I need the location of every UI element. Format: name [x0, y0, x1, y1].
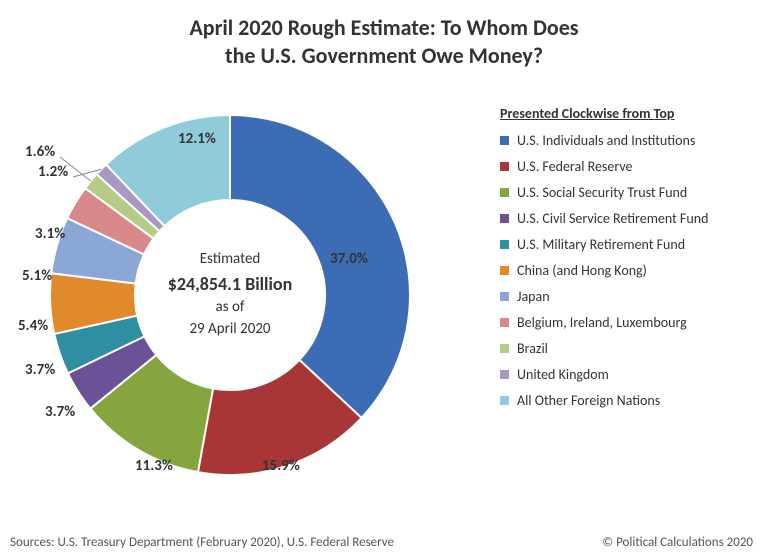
legend-label: Brazil — [517, 340, 548, 357]
legend-item: U.S. Federal Reserve — [500, 158, 750, 175]
chart-title: April 2020 Rough Estimate: To Whom Does … — [0, 0, 768, 69]
copyright-text: © Political Calculations 2020 — [602, 535, 753, 550]
slice-pct-label: 1.6% — [25, 143, 55, 161]
legend-label: U.S. Social Security Trust Fund — [517, 184, 687, 201]
legend-label: U.S. Civil Service Retirement Fund — [517, 210, 708, 227]
legend-label: U.S. Individuals and Institutions — [517, 132, 695, 149]
legend-label: U.S. Federal Reserve — [517, 158, 633, 175]
legend-label: Japan — [517, 288, 550, 305]
legend-item: China (and Hong Kong) — [500, 262, 750, 279]
legend-swatch — [500, 188, 509, 197]
legend-label: China (and Hong Kong) — [517, 262, 647, 279]
slice-pct-label: 5.4% — [18, 317, 48, 335]
legend-swatch — [500, 266, 509, 275]
legend-item: All Other Foreign Nations — [500, 392, 750, 409]
slice-pct-label: 11.3% — [135, 457, 173, 475]
legend-label: United Kingdom — [517, 366, 609, 383]
legend-swatch — [500, 396, 509, 405]
legend-swatch — [500, 292, 509, 301]
donut-svg — [50, 115, 410, 475]
legend-item: U.S. Individuals and Institutions — [500, 132, 750, 149]
legend-title: Presented Clockwise from Top — [500, 105, 750, 122]
slice-pct-label: 5.1% — [22, 267, 52, 285]
slice-pct-label: 3.7% — [45, 403, 75, 421]
legend-swatch — [500, 344, 509, 353]
title-line-1: April 2020 Rough Estimate: To Whom Does — [0, 14, 768, 42]
legend-swatch — [500, 136, 509, 145]
legend-item: U.S. Civil Service Retirement Fund — [500, 210, 750, 227]
legend-swatch — [500, 240, 509, 249]
slice-pct-label: 3.1% — [35, 225, 65, 243]
slice-pct-label: 3.7% — [25, 361, 55, 379]
sources-text: Sources: U.S. Treasury Department (Febru… — [10, 535, 394, 550]
legend-item: Belgium, Ireland, Luxembourg — [500, 314, 750, 331]
slice-pct-label: 12.1% — [178, 130, 216, 148]
slice-pct-label: 37.0% — [330, 250, 368, 268]
legend-item: U.S. Military Retirement Fund — [500, 236, 750, 253]
legend-swatch — [500, 162, 509, 171]
title-line-2: the U.S. Government Owe Money? — [0, 42, 768, 70]
legend-item: United Kingdom — [500, 366, 750, 383]
legend-label: Belgium, Ireland, Luxembourg — [517, 314, 687, 331]
legend-label: All Other Foreign Nations — [517, 392, 660, 409]
legend-swatch — [500, 370, 509, 379]
legend-item: Brazil — [500, 340, 750, 357]
donut-slice — [230, 115, 410, 418]
legend-item: U.S. Social Security Trust Fund — [500, 184, 750, 201]
donut-chart: Estimated $24,854.1 Billion as of 29 Apr… — [10, 95, 510, 515]
legend-swatch — [500, 214, 509, 223]
legend: Presented Clockwise from Top U.S. Indivi… — [500, 105, 750, 418]
slice-pct-label: 1.2% — [38, 163, 68, 181]
legend-label: U.S. Military Retirement Fund — [517, 236, 685, 253]
legend-swatch — [500, 318, 509, 327]
legend-item: Japan — [500, 288, 750, 305]
slice-pct-label: 15.9% — [262, 457, 300, 475]
